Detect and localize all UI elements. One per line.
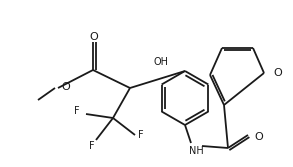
Text: F: F bbox=[89, 141, 95, 151]
Text: O: O bbox=[273, 68, 282, 78]
Text: F: F bbox=[138, 130, 144, 140]
Text: OH: OH bbox=[153, 57, 168, 67]
Text: O: O bbox=[90, 32, 98, 42]
Text: O: O bbox=[61, 82, 70, 92]
Text: NH: NH bbox=[189, 146, 203, 156]
Text: F: F bbox=[74, 106, 80, 116]
Text: O: O bbox=[254, 132, 263, 142]
